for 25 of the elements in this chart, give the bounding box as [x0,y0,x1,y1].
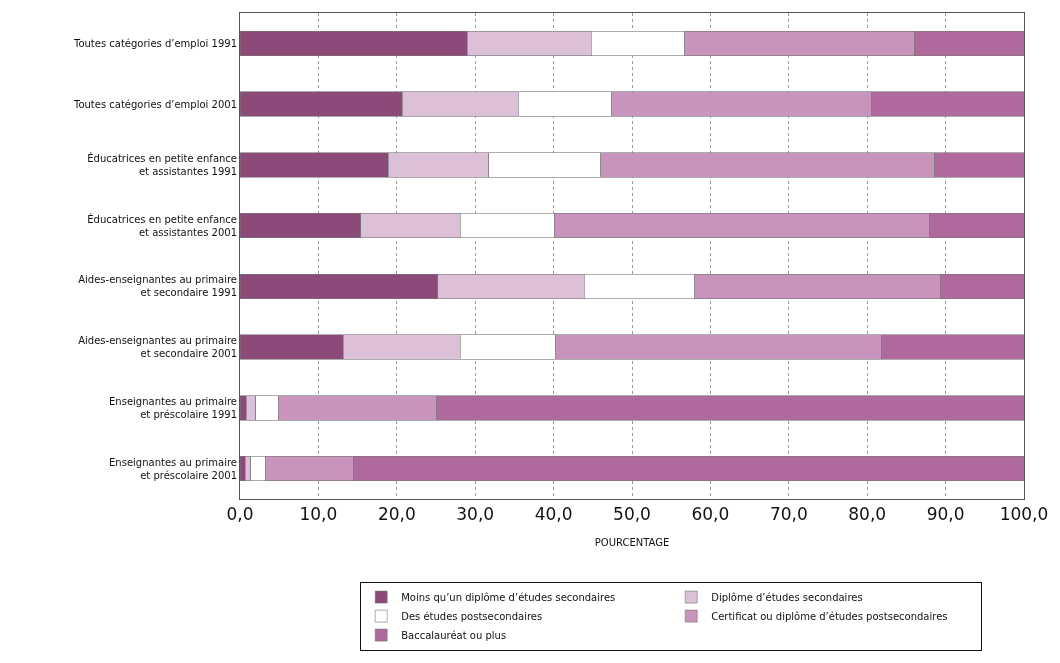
x-tick-label: 30,0 [456,504,495,525]
legend-label: Des études postsecondaires [401,611,543,623]
y-tick-label: Aides-enseignantes au primaire et secondaire 1991 [78,274,237,299]
x-tick-label: 100,0 [999,504,1049,525]
legend-label: Moins qu’un diplôme d’études secondaires [401,592,616,604]
y-tick-label: Enseignantes au primaire et préscolaire 1991 [109,395,237,420]
y-tick-label: Éducatrices en petite enfance et assistantes 2001 [87,212,237,238]
x-tick-label: 50,0 [613,504,651,525]
legend-label: Certificat ou diplôme d’études postsecondaires [711,611,948,623]
x-tick-label: 0,0 [226,504,254,525]
y-tick-label: Aides-enseignantes au primaire et secondaire 2001 [78,335,237,360]
y-tick-label: Toutes catégories d’emploi 1991 [73,37,237,49]
legend-label: Diplôme d’études secondaires [711,592,863,604]
x-tick-label: 70,0 [769,504,808,525]
y-tick-label: Toutes catégories d’emploi 2001 [73,98,237,110]
x-tick-label: 80,0 [848,504,887,525]
x-axis-title: POURCENTAGE [594,536,670,548]
x-tick-label: 10,0 [299,504,338,525]
x-tick-label: 20,0 [377,504,416,525]
y-tick-label: Éducatrices en petite enfance et assistantes 1991 [87,151,237,177]
x-tick-label: 60,0 [691,504,730,525]
legend-label: Baccalauréat ou plus [401,630,507,642]
y-tick-label: Enseignantes au primaire et préscolaire 2001 [109,456,237,481]
x-tick-label: 40,0 [534,504,573,525]
x-tick-label: 90,0 [926,504,965,525]
